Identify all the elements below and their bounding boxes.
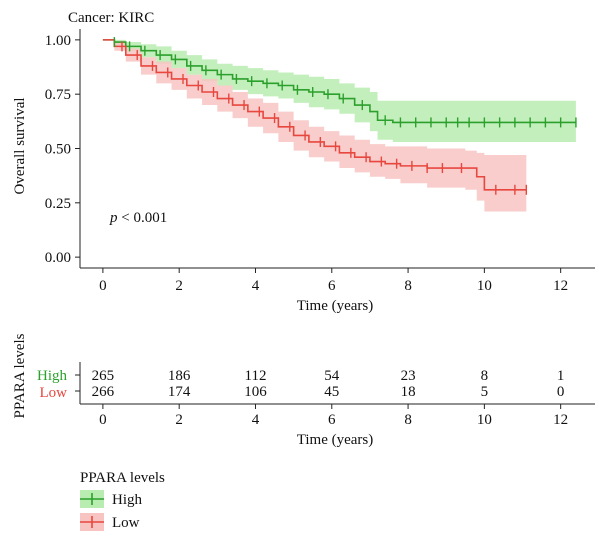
risk-count-low-1: 174 [168, 384, 191, 400]
risk-row-label-high: High [37, 368, 68, 384]
main-axes: 0.00 0.25 0.50 0.75 1.00 0 2 4 6 8 10 12 [45, 29, 595, 294]
survival-line-low [102, 39, 527, 191]
risk-count-high-5: 8 [481, 368, 489, 384]
ci-band-low [102, 39, 527, 212]
risk-count-low-5: 5 [481, 384, 489, 400]
confidence-bands [102, 39, 576, 212]
risk-count-low-0: 266 [92, 384, 115, 400]
risk-count-high-2: 112 [245, 368, 267, 384]
x-axis-label: Time (years) [297, 298, 374, 314]
x-tick-label-0: 0 [99, 278, 107, 294]
x-tick-label-2: 4 [252, 278, 260, 294]
survival-curves [102, 39, 576, 191]
risk-count-high-0: 265 [92, 368, 115, 384]
survival-line-high [102, 39, 576, 124]
p-value-annotation: p < 0.001 [109, 210, 167, 226]
legend-label-high: High [112, 492, 143, 508]
censor-marks [113, 37, 577, 195]
risk-table: 0 2 4 6 8 10 12 265 186 112 54 23 8 1 266 174 106 45 18 5 0 [75, 362, 595, 428]
risk-count-high-6: 1 [557, 368, 565, 384]
risk-count-low-2: 106 [244, 384, 267, 400]
legend-title: PPARA levels [80, 470, 165, 486]
chart-title: Cancer: KIRC [68, 10, 154, 26]
risk-row-label-low: Low [40, 385, 68, 401]
y-tick-label-2: 0.50 [45, 142, 71, 158]
x-tick-label-1: 2 [175, 278, 183, 294]
x-tick-label-5: 10 [477, 278, 492, 294]
risk-x-tick-label-4: 8 [404, 412, 412, 428]
legend-item-low: Low [80, 513, 140, 531]
y-tick-label-3: 0.75 [45, 87, 71, 103]
risk-x-tick-label-0: 0 [99, 412, 107, 428]
ci-band-high [102, 39, 576, 142]
y-tick-label-0: 0.00 [45, 250, 71, 266]
risk-table-y-label: PPARA levels [12, 333, 28, 418]
risk-x-tick-label-1: 2 [175, 412, 183, 428]
risk-x-tick-label-6: 12 [553, 412, 568, 428]
risk-count-high-4: 23 [401, 368, 416, 384]
risk-count-high-3: 54 [324, 368, 340, 384]
p-symbol: p [109, 210, 118, 226]
risk-x-tick-label-2: 4 [252, 412, 260, 428]
risk-x-tick-label-5: 10 [477, 412, 492, 428]
p-value-text: < 0.001 [118, 210, 168, 226]
x-tick-label-6: 12 [553, 278, 568, 294]
risk-count-high-1: 186 [168, 368, 191, 384]
risk-x-axis-label: Time (years) [297, 432, 374, 448]
risk-count-low-3: 45 [324, 384, 339, 400]
y-tick-label-4: 1.00 [45, 33, 71, 49]
y-tick-label-1: 0.25 [45, 196, 71, 212]
legend-item-high: High [80, 490, 143, 508]
x-tick-label-3: 6 [328, 278, 336, 294]
risk-count-low-6: 0 [557, 384, 565, 400]
risk-x-tick-label-3: 6 [328, 412, 336, 428]
risk-count-low-4: 18 [401, 384, 416, 400]
legend-label-low: Low [112, 515, 140, 531]
y-axis-label: Overall survival [12, 97, 28, 194]
x-tick-label-4: 8 [404, 278, 412, 294]
